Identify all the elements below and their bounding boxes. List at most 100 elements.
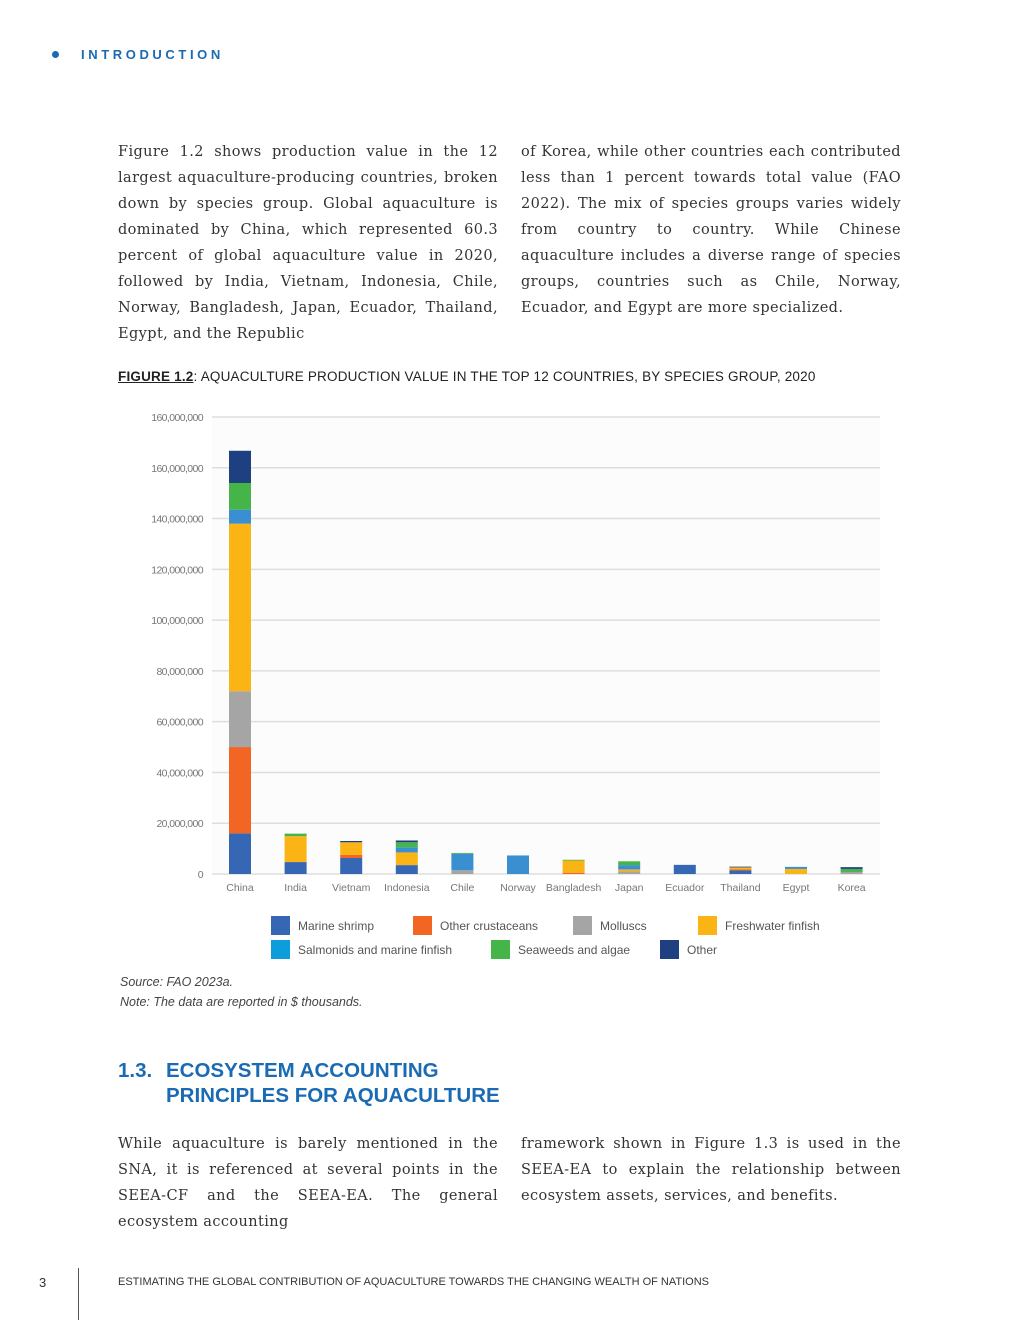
bar-segment [229, 691, 251, 748]
x-tick-label: Indonesia [384, 882, 430, 894]
intro-column-1: Figure 1.2 shows production value in the… [118, 144, 498, 342]
stacked-bar-chart: 0 20,000,000 40,000,000 60,000,000 80,000,00… [151, 412, 880, 894]
bar-segment [785, 866, 807, 869]
y-tick-label: 20,000,000 [156, 818, 203, 830]
footer-title: ESTIMATING THE GLOBAL CONTRIBUTION OF AQ… [118, 1276, 710, 1288]
legend-item: Seaweeds and algae [491, 940, 630, 959]
bar-segment [618, 869, 641, 872]
legend-item: Molluscs [573, 916, 647, 935]
bar-segment [451, 852, 474, 854]
intro-column-2: of Korea, while other countries each con… [521, 144, 901, 316]
bar-segment [395, 865, 418, 874]
x-tick-label: Korea [838, 882, 866, 894]
bar-segment [284, 833, 307, 837]
section-column-2: framework shown in Figure 1.3 is used in… [521, 1136, 901, 1204]
bar-segment [284, 862, 307, 874]
bar-segment [729, 869, 752, 871]
section-column-1: While aquaculture is barely mentioned in… [118, 1136, 498, 1230]
bar-segment [395, 840, 418, 843]
figure-caption: : AQUACULTURE PRODUCTION VALUE IN THE TO… [193, 369, 816, 384]
page-number: 3 [39, 1275, 47, 1290]
x-tick-label: Norway [500, 882, 536, 894]
bar-segment [395, 852, 418, 866]
figure-source: Source: FAO 2023a. [120, 975, 234, 989]
bar-segment [229, 747, 251, 834]
legend-item: Other [660, 940, 717, 959]
section-number: 1.3. [118, 1059, 153, 1082]
bar-segment [618, 871, 641, 874]
legend-swatch [271, 916, 290, 935]
section-heading: 1.3. ECOSYSTEM ACCOUNTING PRINCIPLES FOR… [118, 1058, 526, 1108]
figure-label: FIGURE 1.2 [118, 369, 194, 384]
x-tick-label: Bangladesh [546, 882, 602, 894]
legend-label: Other [687, 942, 718, 957]
x-tick-label: Vietnam [332, 882, 371, 894]
x-tick-label: Chile [450, 882, 474, 894]
bar-segment [340, 842, 363, 855]
y-tick-label: 120,000,000 [151, 564, 204, 576]
bar-segment [785, 868, 807, 874]
bar-segment [673, 864, 696, 874]
section-header: INTRODUCTION [52, 47, 224, 62]
legend-swatch [660, 940, 679, 959]
bar-segment [729, 867, 752, 870]
x-tick-label: Thailand [720, 882, 760, 894]
y-tick-label: 160,000,000 [151, 463, 204, 475]
bar-segment [229, 483, 251, 510]
bar-segment [395, 842, 418, 848]
bar-segment [229, 523, 251, 692]
bar-segment [618, 865, 641, 870]
section-title: ECOSYSTEM ACCOUNTING PRINCIPLES FOR AQUA… [166, 1059, 500, 1107]
legend-label: Freshwater finfish [725, 918, 820, 933]
y-tick-label: 60,000,000 [156, 717, 203, 729]
plot-area [212, 417, 880, 874]
bar-segment [507, 855, 529, 874]
x-tick-label: Egypt [783, 882, 810, 894]
legend-swatch [413, 916, 432, 935]
legend-swatch [698, 916, 717, 935]
footer-divider [78, 1268, 79, 1320]
legend-swatch [491, 940, 510, 959]
legend-item: Marine shrimp [271, 916, 374, 935]
bar-segment [340, 858, 363, 874]
bar-segment [395, 847, 418, 853]
legend-swatch [271, 940, 290, 959]
x-tick-label: China [226, 882, 254, 894]
legend-label: Molluscs [600, 918, 647, 933]
bar-segment [451, 870, 474, 874]
y-tick-label: 100,000,000 [151, 615, 204, 627]
y-tick-label: 0 [198, 869, 204, 881]
bar-segment [729, 866, 752, 868]
legend-item: Other crustaceans [413, 916, 538, 935]
legend-label: Seaweeds and algae [518, 942, 631, 957]
bar-segment [229, 509, 251, 524]
bar-segment [451, 853, 474, 871]
legend-label: Marine shrimp [298, 918, 375, 933]
x-tick-label: Japan [615, 882, 644, 894]
y-tick-label: 40,000,000 [156, 767, 203, 779]
bar-segment [340, 854, 363, 859]
bullet-icon [52, 51, 59, 58]
section-label: INTRODUCTION [81, 47, 224, 62]
bar-segment [840, 868, 863, 872]
bar-segment [229, 450, 251, 484]
bar-segment [229, 833, 251, 874]
bar-segment [562, 860, 585, 873]
legend-swatch [573, 916, 592, 935]
bar-segment [340, 840, 363, 843]
bar-segment [618, 861, 641, 866]
bar-segment [840, 867, 863, 869]
bar-segment [729, 870, 752, 874]
legend-label: Salmonids and marine finfish [298, 942, 453, 957]
y-tick-label: 160,000,000 [151, 412, 204, 424]
x-tick-label: Ecuador [665, 882, 705, 894]
bar-segment [562, 872, 585, 874]
figure-note: Note: The data are reported in $ thousan… [120, 995, 363, 1009]
bar-segment [840, 871, 863, 874]
x-tick-label: India [284, 882, 307, 894]
y-tick-label: 140,000,000 [151, 514, 204, 526]
bar-segment [284, 836, 307, 863]
y-tick-label: 80,000,000 [156, 666, 203, 678]
figure-title: FIGURE 1.2: AQUACULTURE PRODUCTION VALUE… [118, 369, 816, 384]
